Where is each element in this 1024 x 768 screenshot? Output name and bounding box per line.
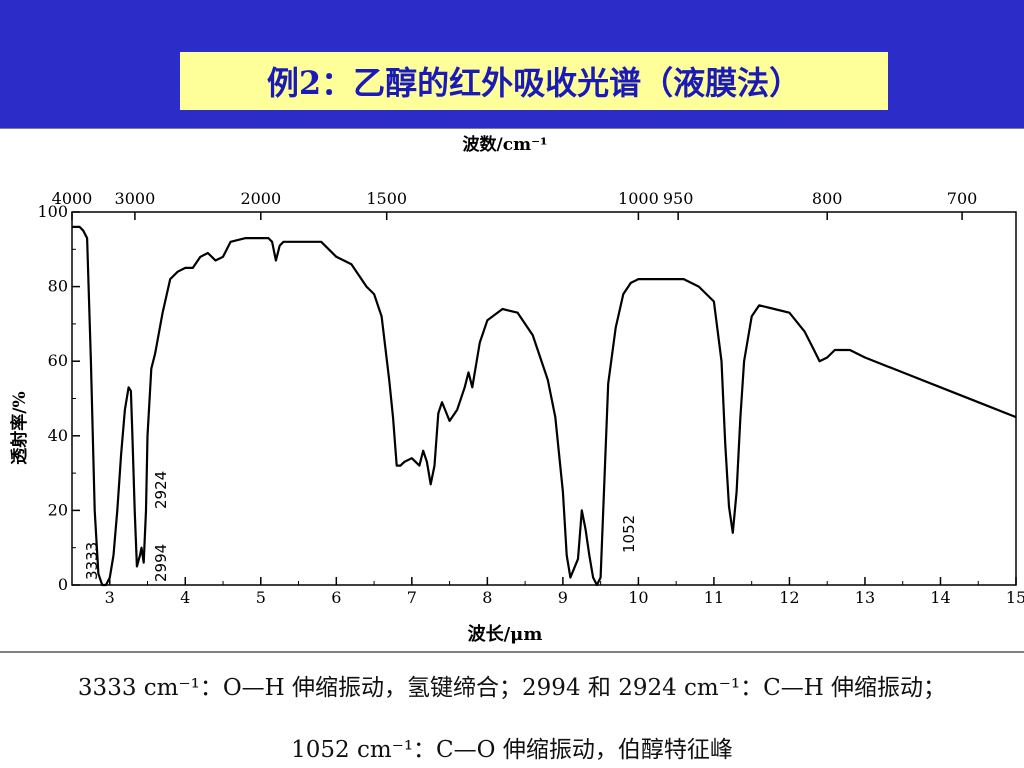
left-axis-ticks: 0 20 40 60 80 100 bbox=[37, 202, 80, 594]
annotation-3333: 3333 bbox=[83, 542, 101, 580]
top-tick-label: 950 bbox=[663, 189, 694, 208]
y-axis-label: 透射率/% bbox=[9, 391, 30, 464]
y-tick-label: 40 bbox=[48, 426, 68, 445]
x-tick-label: 13 bbox=[855, 588, 875, 607]
y-tick-label: 20 bbox=[48, 500, 68, 519]
top-tick-label: 1500 bbox=[366, 189, 407, 208]
x-tick-label: 7 bbox=[407, 588, 417, 607]
top-tick-label: 3000 bbox=[115, 189, 156, 208]
top-tick-label: 700 bbox=[947, 189, 978, 208]
top-axis-ticks: 4000 3000 2000 1500 1000 950 800 700 bbox=[52, 189, 978, 220]
top-tick-label: 800 bbox=[812, 189, 843, 208]
x-axis-label: 波长/μm bbox=[468, 623, 543, 645]
title-box: 例2：乙醇的红外吸收光谱（液膜法） bbox=[180, 52, 888, 110]
x-tick-label: 9 bbox=[558, 588, 568, 607]
x-tick-label: 14 bbox=[930, 588, 950, 607]
y-tick-label: 80 bbox=[48, 277, 68, 296]
x-tick-label: 6 bbox=[331, 588, 341, 607]
annotation-2994: 2994 bbox=[152, 544, 170, 582]
annotation-2924: 2924 bbox=[152, 471, 170, 509]
plot-frame bbox=[71, 211, 1017, 586]
note-line-1: 3333 cm⁻¹：O—H 伸缩振动，氢键缔合；2994 和 2924 cm⁻¹… bbox=[77, 675, 947, 701]
top-axis-label: 波数/cm⁻¹ bbox=[463, 134, 548, 155]
y-tick-label: 100 bbox=[37, 202, 68, 221]
top-tick-label: 4000 bbox=[52, 189, 93, 208]
spectrum-line bbox=[72, 225, 1017, 587]
note-line-2: 1052 cm⁻¹：C—O 伸缩振动，伯醇特征峰 bbox=[291, 737, 733, 763]
top-tick-label: 1000 bbox=[618, 189, 659, 208]
y-tick-label: 60 bbox=[48, 351, 68, 370]
x-tick-label: 3 bbox=[105, 588, 115, 607]
x-tick-label: 11 bbox=[704, 588, 724, 607]
x-tick-label: 8 bbox=[482, 588, 492, 607]
y-tick-label: 0 bbox=[58, 575, 68, 594]
x-tick-label: 10 bbox=[628, 588, 648, 607]
x-tick-label: 12 bbox=[779, 588, 799, 607]
top-tick-label: 2000 bbox=[240, 189, 281, 208]
bottom-axis-ticks: 3 4 5 6 7 8 9 10 11 12 13 14 15 bbox=[105, 577, 1024, 607]
x-tick-label: 4 bbox=[180, 588, 190, 607]
slide-title: 例2：乙醇的红外吸收光谱（液膜法） bbox=[266, 64, 802, 102]
x-tick-label: 15 bbox=[1006, 588, 1024, 607]
annotation-1052: 1052 bbox=[620, 515, 638, 553]
x-tick-label: 5 bbox=[256, 588, 266, 607]
